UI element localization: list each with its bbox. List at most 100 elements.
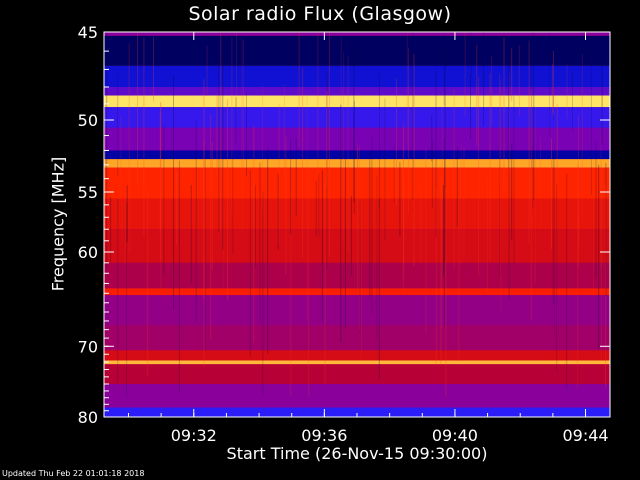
texture-streak-74 — [531, 32, 533, 170]
texture-streak-39 — [353, 101, 355, 215]
texture-streak-117 — [605, 184, 607, 388]
texture-streak-6 — [518, 45, 520, 117]
texture-streak-133 — [593, 182, 595, 297]
frequency-band-16 — [104, 350, 610, 361]
texture-streak-18 — [511, 144, 513, 241]
texture-streak-92 — [216, 94, 218, 176]
texture-streak-109 — [413, 54, 415, 267]
texture-streak-19 — [353, 48, 355, 203]
frequency-band-9 — [104, 167, 610, 199]
texture-streak-147 — [577, 115, 579, 269]
texture-streak-81 — [500, 80, 502, 313]
texture-streak-161 — [556, 103, 558, 184]
texture-streak-60 — [595, 141, 597, 278]
texture-streak-4 — [160, 102, 162, 289]
texture-streak-35 — [601, 55, 603, 146]
texture-streak-55 — [499, 108, 501, 276]
texture-streak-66 — [441, 107, 443, 329]
texture-streak-27 — [211, 142, 213, 271]
texture-streak-142 — [159, 113, 161, 232]
texture-streak-113 — [218, 65, 220, 232]
texture-streak-168 — [577, 164, 579, 389]
frequency-band-19 — [104, 384, 610, 408]
texture-streak-10 — [453, 88, 455, 269]
texture-streak-125 — [445, 187, 447, 397]
y-axis-label-text: Frequency [MHz] — [48, 156, 68, 292]
texture-streak-101 — [173, 74, 174, 311]
texture-streak-123 — [556, 185, 558, 372]
frequency-band-6 — [104, 127, 610, 151]
texture-streak-24 — [403, 177, 405, 279]
texture-streak-94 — [489, 73, 491, 262]
texture-streak-1 — [444, 45, 446, 262]
texture-streak-31 — [552, 78, 554, 120]
texture-streak-34 — [572, 72, 573, 132]
texture-streak-93 — [344, 154, 346, 328]
texture-streak-153 — [277, 174, 279, 250]
texture-streak-13 — [246, 92, 247, 176]
frequency-band-14 — [104, 295, 610, 326]
texture-streak-76 — [204, 146, 206, 351]
texture-streak-54 — [420, 186, 422, 264]
texture-streak-121 — [425, 148, 427, 334]
texture-streak-95 — [235, 97, 237, 144]
texture-streak-71 — [539, 137, 541, 230]
texture-streak-25 — [371, 136, 373, 314]
texture-streak-57 — [163, 125, 165, 276]
texture-streak-110 — [440, 176, 442, 365]
frequency-band-5 — [104, 107, 610, 128]
texture-streak-46 — [259, 162, 261, 323]
texture-streak-2 — [478, 77, 480, 276]
x-tick-label-0: 09:32 — [171, 426, 217, 445]
texture-streak-40 — [396, 78, 397, 206]
texture-streak-75 — [460, 142, 462, 265]
texture-streak-98 — [298, 33, 300, 148]
texture-streak-157 — [137, 32, 139, 187]
texture-streak-22 — [222, 166, 224, 289]
frequency-band-13 — [104, 288, 610, 296]
texture-streak-45 — [605, 162, 607, 297]
texture-streak-48 — [249, 170, 251, 357]
texture-streak-37 — [369, 152, 371, 298]
frequency-band-17 — [104, 360, 610, 365]
frequency-band-15 — [104, 325, 610, 351]
texture-streak-50 — [508, 63, 510, 169]
y-tick-label-1: 50 — [78, 111, 98, 130]
texture-streak-112 — [203, 79, 205, 299]
texture-streak-140 — [105, 103, 106, 242]
texture-streak-44 — [190, 184, 192, 284]
y-tick-label-3: 60 — [78, 243, 98, 262]
texture-streak-159 — [476, 45, 478, 146]
texture-streak-129 — [533, 32, 535, 201]
texture-streak-11 — [306, 92, 308, 322]
texture-streak-58 — [126, 202, 128, 397]
texture-streak-72 — [402, 121, 404, 294]
x-tick-label-3: 09:44 — [562, 426, 608, 445]
texture-streak-0 — [435, 70, 437, 238]
texture-streak-100 — [406, 32, 408, 144]
texture-streak-119 — [110, 196, 112, 262]
texture-streak-16 — [350, 195, 352, 276]
texture-streak-86 — [308, 170, 310, 397]
texture-streak-134 — [143, 38, 145, 237]
texture-streak-88 — [590, 35, 592, 196]
texture-streak-53 — [278, 104, 280, 243]
texture-streak-148 — [121, 188, 123, 244]
texture-streak-90 — [176, 171, 178, 246]
texture-streak-160 — [566, 64, 568, 119]
texture-streak-137 — [117, 198, 119, 383]
texture-streak-111 — [608, 159, 610, 259]
texture-streak-162 — [530, 89, 532, 321]
texture-streak-5 — [290, 188, 292, 397]
texture-streak-141 — [220, 33, 222, 234]
texture-streak-47 — [147, 187, 149, 377]
frequency-band-3 — [104, 87, 610, 96]
texture-streak-146 — [253, 125, 255, 343]
texture-streak-108 — [503, 37, 505, 192]
texture-streak-82 — [285, 136, 287, 275]
texture-streak-167 — [206, 45, 208, 95]
x-tick-label-2: 09:40 — [432, 426, 478, 445]
texture-streak-7 — [359, 199, 361, 333]
texture-streak-106 — [195, 121, 197, 322]
texture-streak-143 — [464, 32, 466, 117]
